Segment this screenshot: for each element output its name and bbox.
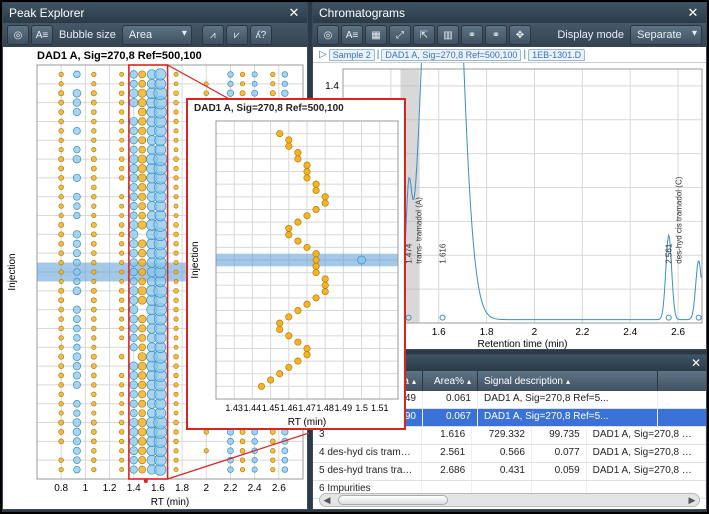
svg-text:2.2: 2.2 xyxy=(575,327,589,338)
svg-text:1.46: 1.46 xyxy=(280,403,298,413)
wave2-icon[interactable]: ⩗ xyxy=(226,25,248,45)
svg-text:Injection: Injection xyxy=(7,253,18,290)
svg-text:RT (min): RT (min) xyxy=(288,417,327,427)
svg-text:1: 1 xyxy=(83,483,89,494)
bubble-size-label: Bubble size xyxy=(59,29,116,41)
series-icon[interactable]: A≡ xyxy=(341,25,363,45)
tab-file[interactable]: 1EB-1301.D xyxy=(528,49,585,61)
svg-text:1.5: 1.5 xyxy=(355,403,368,413)
svg-text:1.43: 1.43 xyxy=(225,403,243,413)
zoom-inset: DAD1 A, Sig=270,8 Ref=500,100 1.431.441.… xyxy=(186,98,406,430)
svg-text:1.2: 1.2 xyxy=(103,483,117,494)
svg-text:trans- tramadol (A): trans- tramadol (A) xyxy=(415,197,424,264)
close-icon[interactable]: ✕ xyxy=(287,6,301,20)
link1-icon[interactable]: ⚭ xyxy=(461,25,483,45)
display-mode-label: Display mode xyxy=(557,29,624,41)
overlay-icon[interactable]: ▦ xyxy=(365,25,387,45)
fit-icon[interactable]: ⇱ xyxy=(413,25,435,45)
chromatograms-toolbar: ◎ A≡ ▦ ⤢ ⇱ ▥ ⚭ ⚭ ✥ Display mode Separate xyxy=(313,23,706,47)
svg-text:RT (min): RT (min) xyxy=(151,497,190,508)
peak-explorer-header: Peak Explorer ✕ xyxy=(3,3,307,23)
svg-text:1.4: 1.4 xyxy=(127,483,141,494)
column-header[interactable]: Area%▴ xyxy=(423,371,478,391)
scroll-left-icon[interactable]: ◀ xyxy=(320,494,334,506)
zoom-icon[interactable]: ⤢ xyxy=(389,25,411,45)
svg-text:1.44: 1.44 xyxy=(244,403,262,413)
svg-text:DAD1 A, Sig=270,8 Ref=500,100: DAD1 A, Sig=270,8 Ref=500,100 xyxy=(37,50,202,62)
close-icon[interactable]: ✕ xyxy=(691,356,701,370)
svg-text:2.4: 2.4 xyxy=(248,483,262,494)
table-row[interactable]: 4 des-hyd cis tramadol (C)2.5610.5660.07… xyxy=(313,445,706,463)
column-header[interactable]: Signal description▴ xyxy=(478,371,658,391)
link2-icon[interactable]: ⚭ xyxy=(485,25,507,45)
svg-text:Injection: Injection xyxy=(190,241,201,278)
svg-text:2: 2 xyxy=(532,327,538,338)
svg-text:1.48: 1.48 xyxy=(316,403,334,413)
svg-text:1.4: 1.4 xyxy=(325,81,339,92)
svg-text:2.6: 2.6 xyxy=(671,327,685,338)
inset-title: DAD1 A, Sig=270,8 Ref=500,100 xyxy=(188,100,404,117)
scroll-thumb[interactable] xyxy=(338,495,448,505)
chromatograms-title: Chromatograms xyxy=(319,3,405,23)
peak-explorer-title: Peak Explorer xyxy=(9,3,84,23)
tab-signal[interactable]: DAD1 A, Sig=270,8 Ref=500,100 xyxy=(381,49,521,61)
svg-text:2.6: 2.6 xyxy=(272,483,286,494)
svg-text:2: 2 xyxy=(203,483,209,494)
peak-explorer-toolbar: ◎ A≡ Bubble size Area ⩘ ⩗ ʎ? xyxy=(3,23,307,47)
tab-sample[interactable]: Sample 2 xyxy=(329,49,375,61)
target-icon[interactable]: ◎ xyxy=(7,25,29,45)
series-icon[interactable]: A≡ xyxy=(31,25,53,45)
chromatograms-header: Chromatograms ✕ xyxy=(313,3,706,23)
bubble-size-select[interactable]: Area xyxy=(122,25,192,45)
svg-text:2.561: 2.561 xyxy=(665,243,674,264)
svg-text:1.49: 1.49 xyxy=(335,403,353,413)
svg-text:2.2: 2.2 xyxy=(224,483,238,494)
svg-text:1.616: 1.616 xyxy=(439,243,448,264)
table-row[interactable]: 5 des-hyd trans tramadol (B)2.6860.4310.… xyxy=(313,463,706,481)
svg-text:Retention time (min): Retention time (min) xyxy=(477,339,567,349)
svg-text:1.8: 1.8 xyxy=(175,483,189,494)
svg-text:1.51: 1.51 xyxy=(371,403,389,413)
svg-text:1.6: 1.6 xyxy=(151,483,165,494)
svg-text:1.45: 1.45 xyxy=(262,403,280,413)
grid-icon[interactable]: ▥ xyxy=(437,25,459,45)
svg-text:des-hyd cis tramadol (C): des-hyd cis tramadol (C) xyxy=(675,176,684,263)
horizontal-scrollbar[interactable]: ◀ ▶ xyxy=(319,493,700,507)
target-icon[interactable]: ◎ xyxy=(317,25,339,45)
tools-icon[interactable]: ✥ xyxy=(509,25,531,45)
close-icon[interactable]: ✕ xyxy=(686,6,700,20)
scroll-right-icon[interactable]: ▶ xyxy=(685,494,699,506)
display-mode-select[interactable]: Separate xyxy=(630,25,702,45)
breadcrumb-marker-icon: ▷ xyxy=(319,49,327,60)
wave1-icon[interactable]: ⩘ xyxy=(202,25,224,45)
svg-text:1.8: 1.8 xyxy=(480,327,494,338)
svg-text:0.8: 0.8 xyxy=(54,483,68,494)
svg-text:2.4: 2.4 xyxy=(623,327,637,338)
svg-text:1.6: 1.6 xyxy=(432,327,446,338)
wave3-icon[interactable]: ʎ? xyxy=(250,25,272,45)
svg-text:1.47: 1.47 xyxy=(298,403,316,413)
chromato-breadcrumb: ▷ Sample 2 | DAD1 A, Sig=270,8 Ref=500,1… xyxy=(313,47,706,63)
